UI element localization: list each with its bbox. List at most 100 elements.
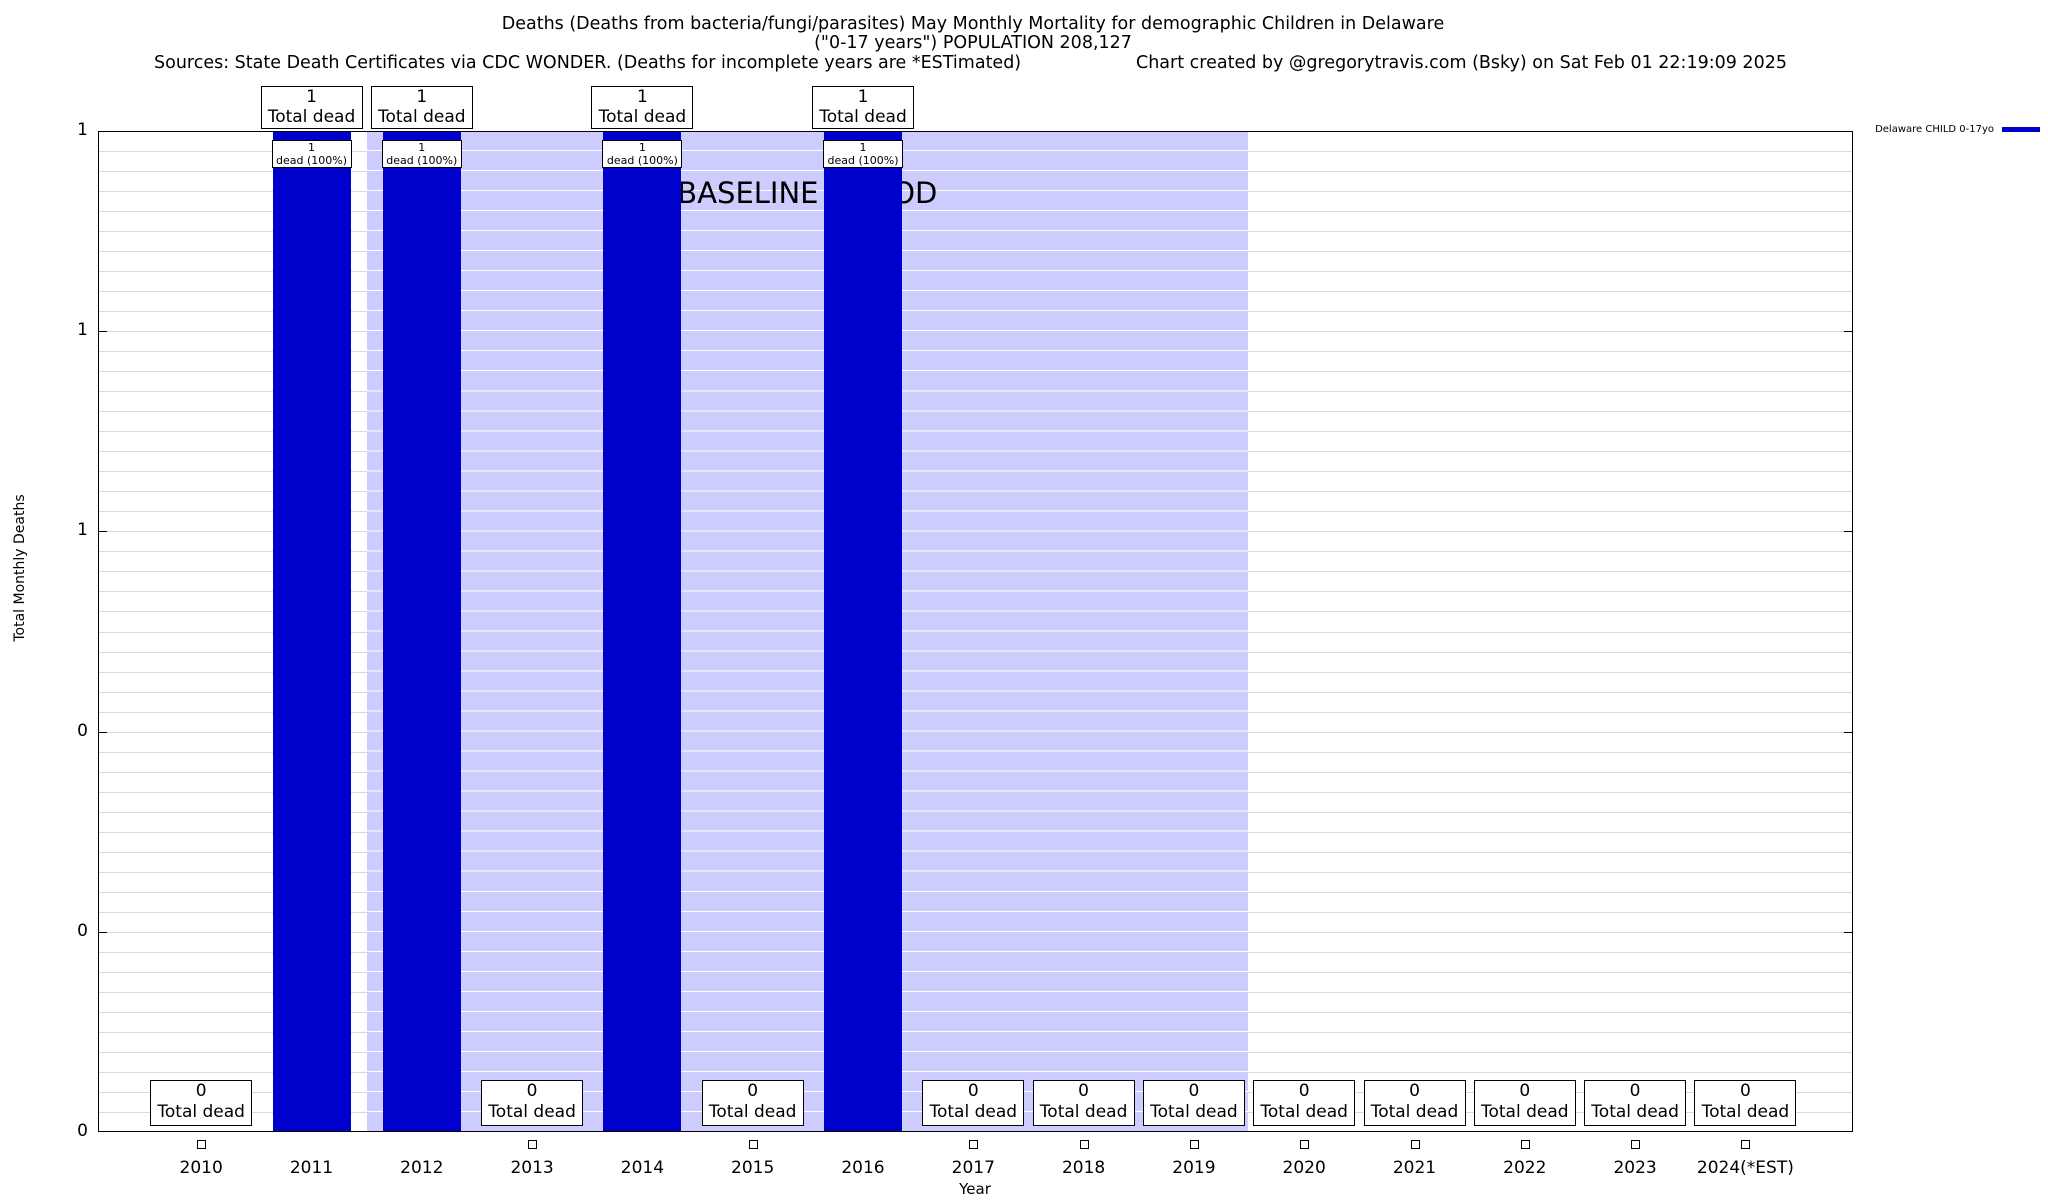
total-dead-box-2010: 0 Total dead	[150, 1080, 253, 1126]
y-tick-label: 1	[77, 320, 88, 341]
total-dead-value: 0	[1298, 1081, 1310, 1101]
bar-value-pct: dead (100%)	[386, 154, 458, 167]
total-dead-value: 0	[1078, 1081, 1089, 1101]
x-tick-label-2010: 2010	[179, 1158, 223, 1178]
total-dead-label: Total dead	[488, 1102, 576, 1122]
bar-value-box-2012: 1 dead (100%)	[381, 140, 462, 168]
total-dead-value: 0	[967, 1081, 979, 1101]
zero-point-marker-2015	[748, 1140, 758, 1149]
zero-point-marker-2013	[528, 1140, 538, 1149]
total-dead-value: 0	[1629, 1081, 1641, 1101]
total-dead-value: 0	[747, 1081, 759, 1101]
y-tick-label: 0	[77, 720, 88, 741]
x-axis-title: Year	[959, 1180, 991, 1198]
total-dead-label: Total dead	[1591, 1102, 1679, 1122]
bar-value: 1	[308, 141, 315, 154]
total-dead-box-2018: 0 Total dead	[1032, 1080, 1135, 1126]
total-dead-box-2021: 0 Total dead	[1363, 1080, 1466, 1126]
total-dead-value: 0	[526, 1081, 538, 1101]
y-tick-mark-left	[98, 531, 107, 533]
total-dead-box-2016: 1 Total dead	[812, 86, 914, 129]
total-dead-label: Total dead	[1039, 1102, 1128, 1122]
x-tick-label-2012: 2012	[400, 1158, 444, 1178]
bar-value: 1	[418, 141, 426, 154]
bar-value-box-2016: 1 dead (100%)	[823, 140, 903, 168]
bar-value-box-2014: 1 dead (100%)	[602, 140, 683, 168]
y-tick-mark-left	[98, 331, 107, 333]
x-tick-label-2015: 2015	[731, 1158, 775, 1178]
bar-value: 1	[638, 141, 646, 154]
total-dead-box-2012: 1 Total dead	[370, 86, 473, 129]
total-dead-label: Total dead	[819, 107, 907, 127]
y-tick-mark-right	[1844, 931, 1853, 933]
bar-value-pct: dead (100%)	[827, 154, 899, 167]
total-dead-box-2014: 1 Total dead	[591, 86, 694, 129]
y-tick-mark-left	[98, 131, 107, 132]
total-dead-box-2020: 0 Total dead	[1253, 1080, 1356, 1126]
zero-point-marker-2017	[969, 1140, 979, 1149]
x-tick-label-2019: 2019	[1172, 1158, 1216, 1178]
sources-note: Sources: State Death Certificates via CD…	[154, 53, 1022, 73]
total-dead-value: 0	[1188, 1081, 1200, 1101]
y-tick-mark-right	[1844, 531, 1853, 533]
total-dead-box-2022: 0 Total dead	[1473, 1080, 1576, 1126]
y-tick-mark-right	[1844, 131, 1853, 132]
plot-area: BASELINE PERIOD 0 Total dead 1 dead (100%) 1 d…	[98, 131, 1853, 1132]
zero-point-marker-2019	[1189, 1140, 1199, 1149]
total-dead-box-2015: 0 Total dead	[701, 1080, 804, 1126]
y-tick-mark-left	[98, 731, 107, 733]
zero-point-marker-2022	[1520, 1140, 1530, 1149]
total-dead-value: 1	[636, 87, 648, 107]
total-dead-label: Total dead	[598, 107, 687, 127]
total-dead-label: Total dead	[708, 1102, 797, 1122]
total-dead-label: Total dead	[929, 1102, 1018, 1122]
total-dead-value: 0	[1519, 1081, 1531, 1101]
x-tick-label-2018: 2018	[1061, 1158, 1106, 1178]
total-dead-box-2013: 0 Total dead	[481, 1080, 584, 1126]
total-dead-value: 0	[195, 1081, 207, 1101]
bar-2012	[382, 131, 461, 1132]
total-dead-label: Total dead	[1481, 1102, 1569, 1122]
x-tick-label-2014: 2014	[620, 1158, 665, 1178]
chart-title: Deaths (Deaths from bacteria/fungi/paras…	[501, 14, 1445, 34]
x-tick-label-2020: 2020	[1282, 1158, 1326, 1178]
zero-point-marker-2021	[1410, 1140, 1420, 1149]
zero-point-marker-2010	[197, 1140, 207, 1149]
zero-point-marker-2024(*EST)	[1741, 1140, 1751, 1149]
legend-swatch	[2002, 127, 2040, 132]
bar-value-pct: dead (100%)	[275, 154, 347, 167]
chart-subtitle: ("0-17 years") POPULATION 208,127	[814, 33, 1132, 53]
legend: Delaware CHILD 0-17yo	[1875, 124, 2040, 135]
total-dead-label: Total dead	[1260, 1102, 1348, 1122]
total-dead-box-2011: 1 Total dead	[260, 86, 363, 129]
x-tick-label-2013: 2013	[510, 1158, 554, 1178]
zero-point-marker-2018	[1079, 1140, 1089, 1149]
y-tick-mark-left	[98, 931, 107, 933]
bar-2011	[272, 131, 351, 1132]
y-tick-mark-right	[1844, 331, 1853, 333]
bar-value: 1	[859, 141, 867, 154]
bar-value-box-2011: 1 dead (100%)	[271, 140, 352, 168]
total-dead-box-2023: 0 Total dead	[1584, 1080, 1687, 1126]
y-tick-mark-left	[98, 1131, 107, 1132]
total-dead-value: 1	[857, 87, 869, 107]
zero-point-marker-2023	[1631, 1140, 1641, 1149]
total-dead-value: 1	[416, 87, 428, 107]
total-dead-label: Total dead	[1370, 1102, 1459, 1122]
x-tick-label-2011: 2011	[289, 1158, 334, 1178]
total-dead-label: Total dead	[1150, 1102, 1238, 1122]
x-tick-label-2024(*EST): 2024(*EST)	[1696, 1158, 1794, 1178]
x-tick-label-2022: 2022	[1503, 1158, 1547, 1178]
y-tick-label: 0	[77, 1121, 88, 1141]
y-tick-label: 1	[77, 520, 88, 541]
total-dead-label: Total dead	[267, 107, 356, 127]
y-tick-mark-right	[1844, 1131, 1853, 1132]
zero-point-marker-2020	[1300, 1140, 1310, 1149]
y-tick-label: 0	[77, 920, 88, 941]
total-dead-box-2019: 0 Total dead	[1142, 1080, 1245, 1126]
total-dead-value: 0	[1739, 1081, 1751, 1101]
x-tick-label-2016: 2016	[841, 1158, 885, 1178]
bar-2014	[603, 131, 682, 1132]
bar-value-pct: dead (100%)	[606, 154, 678, 167]
